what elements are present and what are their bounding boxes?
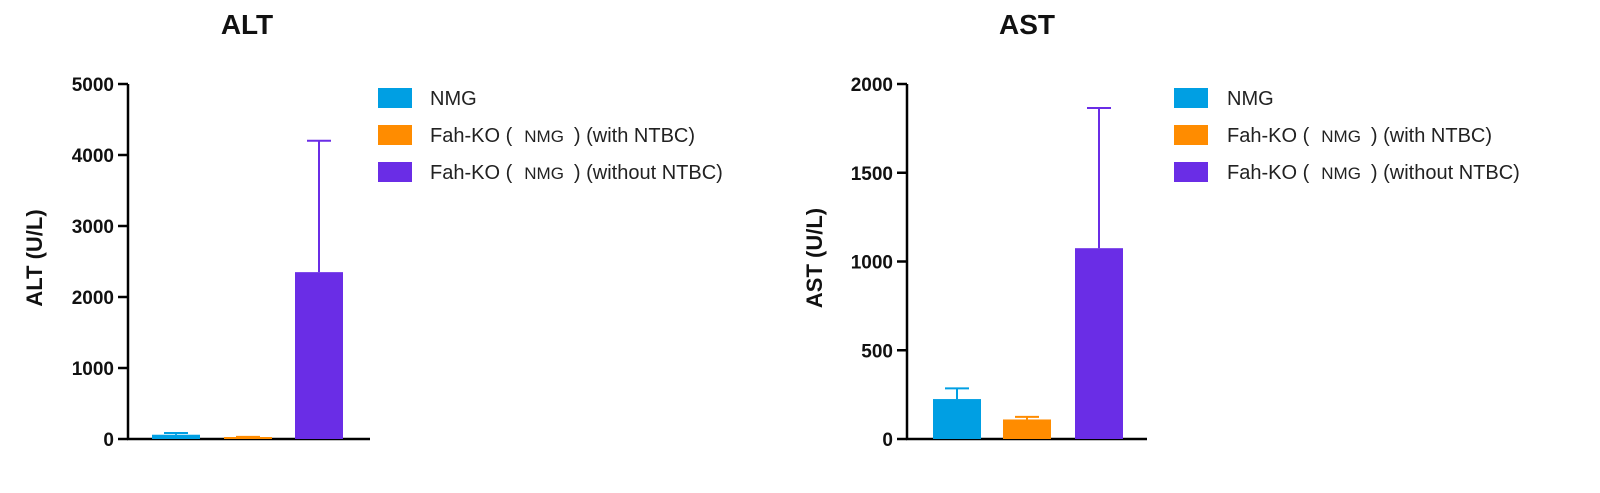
y-tick-label: 500 — [861, 341, 893, 362]
legend-label-1: NMG — [1227, 88, 1274, 110]
bar-2 — [1003, 419, 1051, 439]
legend-swatch-2 — [378, 125, 412, 145]
bar-3 — [295, 272, 343, 439]
y-tick-label: 4000 — [72, 146, 114, 167]
bar-1 — [933, 399, 981, 439]
legend-label-2: Fah-KO (NMG) (with NTBC) — [430, 125, 695, 147]
y-axis-title: AST (U/L) — [802, 208, 827, 308]
legend-swatch-2 — [1174, 125, 1208, 145]
legend-label-1: NMG — [430, 88, 477, 110]
legend-swatch-3 — [1174, 162, 1208, 182]
chart-title: ALT — [221, 9, 273, 40]
chart-title: AST — [999, 9, 1055, 40]
y-tick-label: 1500 — [851, 164, 893, 185]
y-tick-label: 2000 — [851, 75, 893, 96]
legend-swatch-3 — [378, 162, 412, 182]
y-axis-title: ALT (U/L) — [22, 209, 47, 306]
legend-label-3: Fah-KO (NMG) (without NTBC) — [430, 162, 723, 184]
bar-3 — [1075, 248, 1123, 439]
bar-1 — [152, 434, 200, 439]
alt-chart-panel: ALT ALT (U/L) 0 1000 2000 3000 4000 5000 NMG Fah-… — [22, 9, 723, 451]
alt-chart: ALT ALT (U/L) 0 1000 2000 3000 4000 5000 NMG Fah-… — [22, 9, 723, 451]
legend-swatch-1 — [1174, 88, 1208, 108]
y-tick-label: 0 — [882, 430, 893, 451]
bar-2 — [224, 437, 272, 439]
y-tick-label: 2000 — [72, 288, 114, 309]
legend-label-3: Fah-KO (NMG) (without NTBC) — [1227, 162, 1520, 184]
legend-label-2: Fah-KO (NMG) (with NTBC) — [1227, 125, 1492, 147]
y-tick-label: 1000 — [851, 253, 893, 274]
ast-chart-panel: AST AST (U/L) 0 500 1000 1500 2000 NMG Fah-KO (N… — [800, 0, 1600, 493]
ast-chart: AST AST (U/L) 0 500 1000 1500 2000 NMG Fah-KO (N… — [802, 9, 1520, 451]
y-tick-label: 0 — [103, 430, 114, 451]
legend-swatch-1 — [378, 88, 412, 108]
y-tick-label: 1000 — [72, 359, 114, 380]
y-tick-label: 3000 — [72, 217, 114, 238]
y-tick-label: 5000 — [72, 75, 114, 96]
